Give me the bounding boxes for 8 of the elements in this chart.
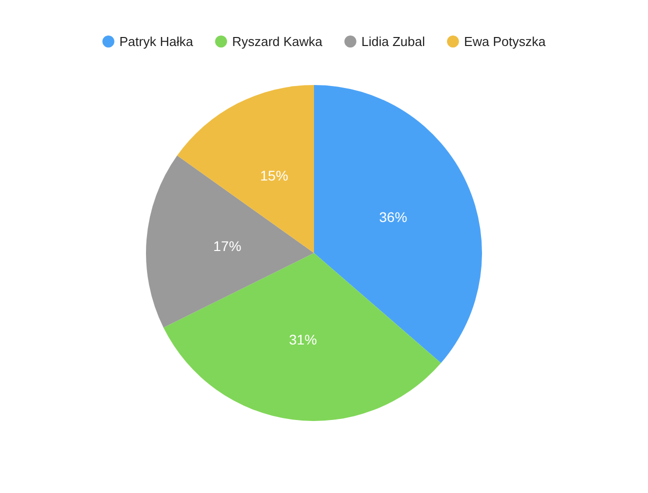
legend-label: Patryk Hałka	[119, 34, 194, 49]
data-label: 31%	[288, 331, 317, 348]
data-label: 17%	[213, 238, 242, 254]
legend-label: Lidia Zubal	[361, 34, 426, 49]
data-label: 36%	[379, 208, 408, 225]
legend-label: Ewa Potyszka	[464, 34, 546, 49]
data-label: 15%	[260, 168, 288, 184]
legend-label: Ryszard Kawka	[232, 34, 324, 49]
